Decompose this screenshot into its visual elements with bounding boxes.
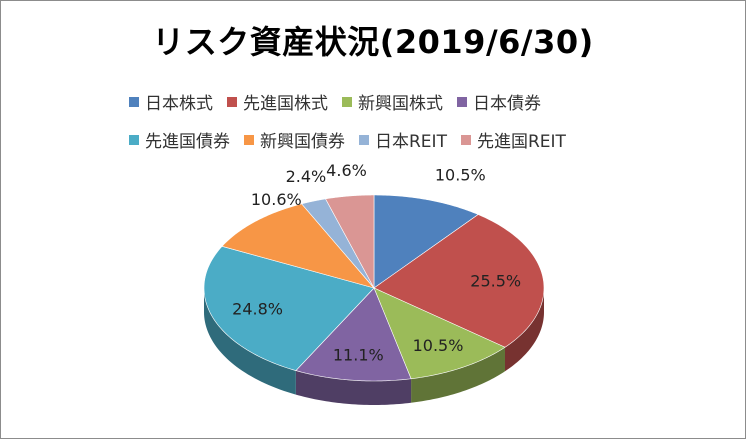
legend-item: 先進国株式 xyxy=(227,89,328,114)
legend-label: 日本債券 xyxy=(473,94,541,114)
pie-slice xyxy=(295,287,412,382)
pie-slice xyxy=(373,194,479,289)
legend-label: 先進国債券 xyxy=(145,132,230,152)
pie-slice-side xyxy=(204,288,296,395)
legend-item: 先進国債券 xyxy=(129,127,230,152)
legend-label: 新興国株式 xyxy=(358,94,443,114)
legend-swatch xyxy=(457,96,467,107)
data-label: 24.8% xyxy=(232,300,283,319)
data-label: 10.5% xyxy=(413,336,464,355)
legend-item: 日本REIT xyxy=(359,127,447,152)
legend-item: 先進国REIT xyxy=(460,127,566,152)
legend-label: 先進国株式 xyxy=(243,94,328,114)
legend-item: 日本株式 xyxy=(129,89,213,114)
legend-item: 日本債券 xyxy=(457,89,541,114)
pie-slice-side xyxy=(295,370,412,405)
legend-row-1: 日本株式 先進国株式 新興国株式 日本債券 xyxy=(129,89,555,114)
pie-slice xyxy=(301,198,375,289)
legend-swatch xyxy=(244,134,254,145)
pie-slice xyxy=(325,194,375,289)
legend-item: 新興国債券 xyxy=(244,127,345,152)
data-label: 4.6% xyxy=(326,161,367,180)
chart-title: リスク資産状況(2019/6/30) xyxy=(152,23,594,61)
data-label: 11.1% xyxy=(333,345,384,364)
pie-slice-side xyxy=(504,288,544,372)
legend-swatch xyxy=(227,96,237,107)
legend-swatch xyxy=(359,134,369,145)
data-label: 10.5% xyxy=(435,166,486,185)
legend-swatch xyxy=(342,96,352,107)
data-label: 10.6% xyxy=(251,190,302,209)
pie-slice-side xyxy=(411,347,505,403)
legend-label: 新興国債券 xyxy=(260,132,345,152)
data-label: 25.5% xyxy=(470,272,521,291)
legend-swatch xyxy=(129,134,139,145)
legend-item: 新興国株式 xyxy=(342,89,443,114)
legend-row-2: 先進国債券 新興国債券 日本REIT 先進国REIT xyxy=(129,127,580,152)
legend-swatch xyxy=(129,96,139,107)
pie-slice xyxy=(373,287,506,380)
data-label: 2.4% xyxy=(286,167,327,186)
pie-slice xyxy=(203,245,375,371)
legend-swatch xyxy=(460,134,471,145)
legend-label: 日本株式 xyxy=(145,94,213,114)
legend-label: 日本REIT xyxy=(375,132,447,152)
pie-slice xyxy=(373,214,545,348)
legend-label: 先進国REIT xyxy=(476,132,566,152)
pie-slice xyxy=(221,203,375,289)
